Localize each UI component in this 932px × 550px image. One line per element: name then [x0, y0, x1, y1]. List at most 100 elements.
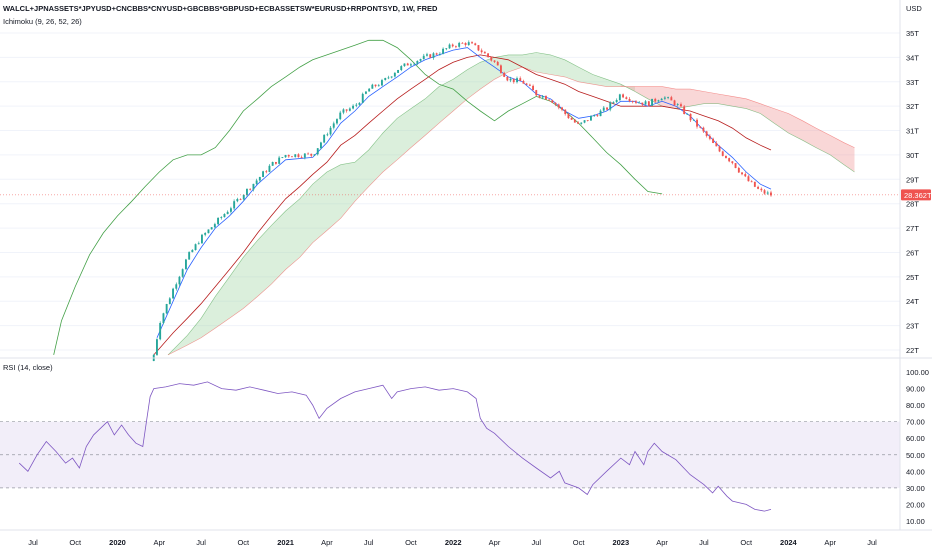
candle [734, 163, 737, 169]
candle [496, 60, 499, 66]
rsi-axis-tick: 90.00 [906, 385, 925, 394]
indicator-legend[interactable]: Ichimoku (9, 26, 52, 26) [3, 17, 82, 26]
price-plot-area[interactable] [0, 20, 900, 356]
candle [525, 82, 528, 86]
candle-body [310, 153, 313, 156]
price-pane[interactable] [0, 20, 900, 362]
rsi-axis-tick: 30.00 [906, 484, 925, 493]
last-price-badge: 28.362T [901, 189, 932, 201]
candle [213, 222, 216, 229]
candle [172, 287, 174, 299]
candle-body [172, 288, 174, 299]
candle [628, 97, 631, 103]
candle [175, 282, 178, 291]
candle [577, 121, 579, 125]
candle [744, 172, 747, 178]
candle [265, 170, 268, 174]
candle-body [168, 298, 171, 305]
candle-body [278, 157, 281, 164]
candle-body [419, 59, 422, 61]
candle [615, 98, 618, 104]
candle [464, 42, 467, 47]
candle [246, 188, 248, 197]
candle-body [284, 155, 287, 158]
candle [236, 197, 239, 203]
rsi-legend[interactable]: RSI (14, close) [3, 363, 53, 372]
candle [355, 103, 358, 108]
price-axis-tick: 25T [906, 273, 919, 282]
candle-body [708, 136, 711, 139]
candle [715, 141, 718, 147]
candle [242, 194, 245, 201]
candle-body [326, 134, 329, 136]
candle-body [300, 157, 303, 158]
candle-body [673, 100, 676, 105]
candle-body [220, 217, 223, 218]
candle [168, 297, 171, 305]
candle [467, 40, 470, 46]
time-axis-tick: Apr [153, 538, 165, 547]
cloud-bullish [168, 52, 635, 355]
candle-body [223, 214, 226, 218]
rsi-axis-tick: 100.00 [906, 368, 929, 377]
candle-body [188, 252, 191, 260]
candle-body [548, 99, 551, 101]
time-axis[interactable]: Jul Oct 2020 Apr Jul Oct 2021 Apr Jul Oct 2022 Apr J… [28, 538, 877, 547]
candle [721, 150, 724, 157]
candle [535, 89, 538, 96]
leading-span-a [167, 52, 855, 356]
price-axis-tick: 28T [906, 200, 919, 209]
price-axis[interactable]: 35T 34T 33T 32T 31T 30T 29T 28T 27T 26T 25T 24T 23T 2… [906, 29, 919, 355]
candle-body [403, 63, 406, 67]
candle [255, 178, 258, 185]
candle-body [686, 113, 689, 115]
candle [487, 53, 489, 58]
candle [316, 148, 319, 156]
candle-body [255, 180, 258, 184]
candle [651, 98, 653, 106]
cloud-bearish [620, 84, 855, 172]
candle-body [258, 177, 261, 181]
candle-body [226, 211, 229, 215]
candle-body [246, 188, 248, 195]
candle [371, 83, 374, 89]
time-axis-tick: Oct [237, 538, 250, 547]
currency-label[interactable]: USD [906, 4, 922, 13]
candle-body [618, 94, 621, 100]
candle [471, 41, 473, 44]
rsi-axis-tick: 40.00 [906, 467, 925, 476]
candle-body [570, 118, 573, 120]
candle [185, 258, 187, 270]
candle-body [606, 107, 608, 110]
candle [667, 96, 669, 100]
candle-body [348, 108, 351, 111]
candle-body [599, 110, 602, 117]
candle-body [715, 143, 718, 147]
rsi-axis[interactable]: 100.00 90.00 80.00 70.00 60.00 50.00 40.00 30.0… [906, 368, 929, 526]
candle-body [416, 60, 419, 64]
time-axis-tick: Oct [69, 538, 82, 547]
candle-body [352, 105, 354, 109]
candle [284, 154, 287, 158]
candle-body [651, 98, 653, 106]
rsi-pane[interactable] [0, 381, 900, 512]
candle [387, 75, 390, 80]
candle-body [676, 104, 679, 105]
time-axis-tick: 2023 [612, 538, 629, 547]
candle [297, 153, 300, 158]
candle [162, 312, 165, 325]
candle-body [390, 76, 393, 78]
candle [275, 161, 277, 165]
candle [342, 108, 345, 115]
candle [612, 101, 615, 105]
candle [718, 145, 721, 153]
candle-body [217, 217, 219, 225]
candle [165, 303, 168, 315]
candle [397, 69, 399, 73]
candle-body [490, 57, 493, 61]
candle-body [467, 42, 470, 45]
candle [451, 43, 454, 48]
time-axis-tick: Oct [405, 538, 418, 547]
time-axis-tick: Apr [489, 538, 501, 547]
candle [657, 99, 660, 103]
